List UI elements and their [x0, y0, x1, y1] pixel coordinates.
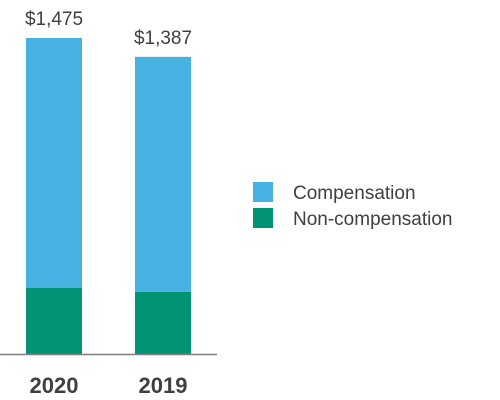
x-tick-label-2019: 2019	[139, 373, 188, 398]
bar-2019-compensation	[135, 56, 191, 292]
bar-2019-non-compensation	[135, 291, 191, 354]
legend-swatch-compensation	[253, 182, 273, 202]
legend-swatch-non-compensation	[253, 208, 273, 228]
labels-layer: $1,475 2020 $1,387 2019	[25, 9, 192, 398]
total-label-2019: $1,387	[134, 28, 192, 49]
legend-label-non-compensation: Non-compensation	[293, 209, 452, 230]
bar-2020-compensation	[26, 38, 82, 289]
legend: Compensation Non-compensation	[253, 182, 452, 230]
x-tick-label-2020: 2020	[30, 373, 79, 398]
bars-layer	[26, 38, 191, 354]
total-label-2020: $1,475	[25, 9, 83, 30]
legend-label-compensation: Compensation	[293, 183, 416, 204]
bar-2020-non-compensation	[26, 288, 82, 354]
